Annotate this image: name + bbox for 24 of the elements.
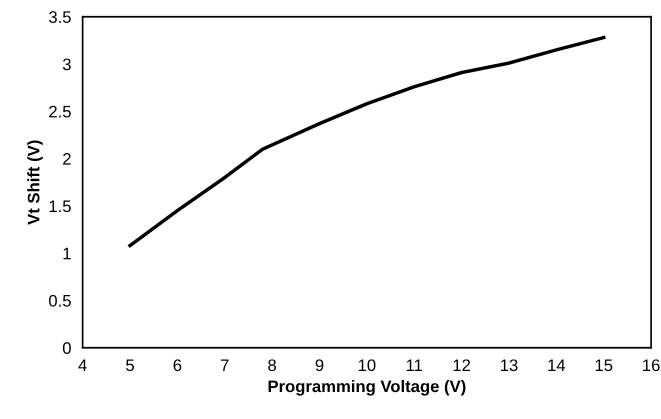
- x-tick-label: 11: [406, 359, 422, 371]
- x-tick-label: 13: [500, 359, 518, 372]
- x-tick-label: 14: [548, 359, 566, 371]
- x-tick-label: 7: [220, 359, 229, 371]
- x-tick-label: 16: [643, 359, 660, 372]
- y-tick-label: 0.5: [49, 294, 71, 307]
- y-tick-label: 1: [64, 248, 71, 260]
- x-tick-label: 15: [596, 359, 612, 372]
- x-tick-label: 10: [358, 359, 376, 372]
- x-tick-label: 8: [268, 359, 276, 372]
- x-tick-label: 9: [316, 359, 324, 372]
- x-axis-title: Programming Voltage (V): [268, 380, 466, 396]
- y-tick-label: 0: [62, 342, 71, 354]
- x-tick-label: 4: [78, 359, 87, 371]
- x-tick-label: 5: [126, 359, 134, 372]
- y-tick-label: 2: [63, 153, 71, 165]
- y-tick-label: 3.5: [48, 11, 71, 23]
- y-tick-label: 2.5: [49, 106, 71, 118]
- y-tick-label: 1.5: [50, 200, 71, 212]
- y-tick-label: 3: [62, 58, 71, 70]
- line-series: [128, 36, 606, 248]
- x-tick-label: 12: [454, 359, 470, 371]
- y-axis-title: Vt Shift (V): [27, 140, 43, 225]
- x-tick-label: 6: [174, 359, 182, 372]
